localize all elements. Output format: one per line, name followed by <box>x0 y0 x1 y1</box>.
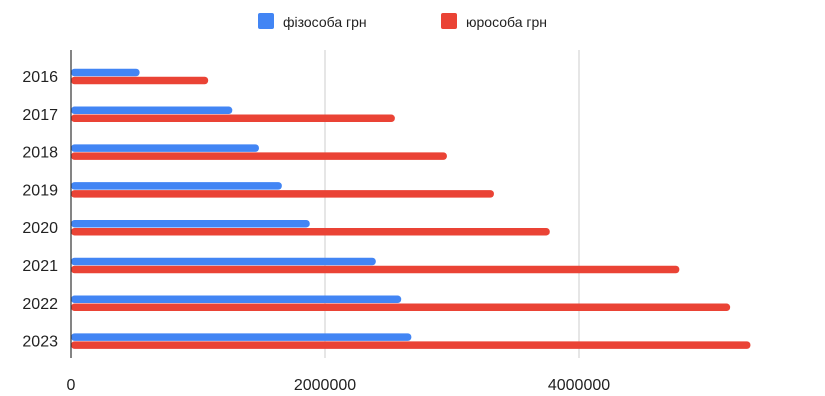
x-tick-label-0: 0 <box>67 377 76 394</box>
y-tick-label-2020: 2020 <box>22 220 58 237</box>
y-tick-label-2022: 2022 <box>22 296 58 313</box>
bar-series2-2022 <box>71 303 731 312</box>
legend-label-1: фізособа грн <box>283 14 367 30</box>
bar-series1-2022 <box>71 295 402 304</box>
bar-series1-2020 <box>71 219 310 228</box>
bar-series1-2019 <box>71 182 282 190</box>
legend-swatch-1 <box>258 13 274 29</box>
legend-swatch-2 <box>441 13 457 29</box>
y-tick-label-2016: 2016 <box>22 69 58 86</box>
legend-label-2: юрособа грн <box>466 14 547 30</box>
x-tick-label-2000000: 2000000 <box>294 377 356 394</box>
bar-series1-2018 <box>71 144 259 152</box>
bar-series2-2020 <box>71 227 550 236</box>
bar-series1-2017 <box>71 106 233 115</box>
y-tick-label-2021: 2021 <box>22 258 58 275</box>
bar-series2-2018 <box>71 152 447 160</box>
x-tick-label-4000000: 4000000 <box>548 377 610 394</box>
bar-series2-2016 <box>71 76 209 85</box>
bar-series2-2019 <box>71 190 494 198</box>
y-tick-label-2023: 2023 <box>22 334 58 351</box>
bar-series1-2016 <box>71 68 140 77</box>
bar-series1-2021 <box>71 257 376 266</box>
bar-series1-2023 <box>71 333 412 341</box>
bar-series2-2023 <box>71 341 751 349</box>
bar-series2-2017 <box>71 114 395 123</box>
y-tick-label-2018: 2018 <box>22 145 58 162</box>
bar-series2-2021 <box>71 265 680 274</box>
y-tick-label-2017: 2017 <box>22 107 58 124</box>
y-tick-label-2019: 2019 <box>22 182 58 199</box>
